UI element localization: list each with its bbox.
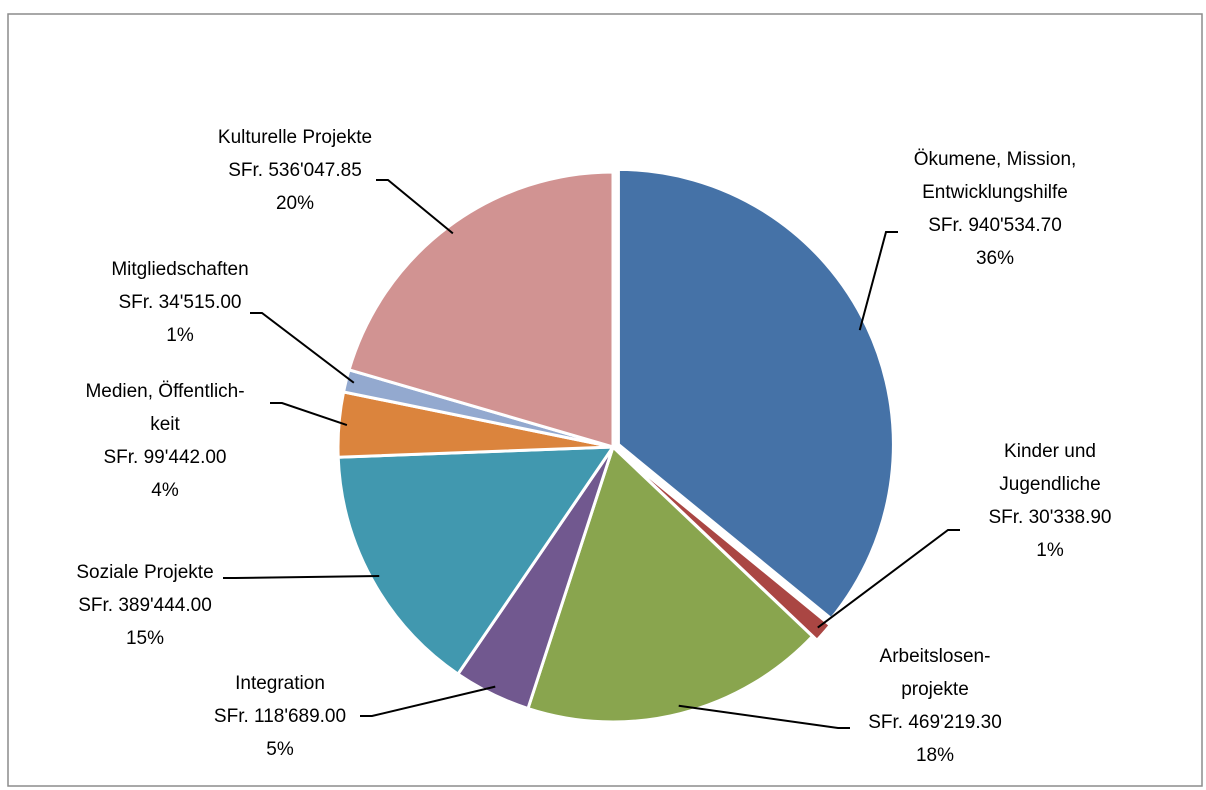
slice-label: Ökumene, Mission, — [914, 149, 1077, 170]
slice-label: Kulturelle Projekte — [218, 127, 372, 148]
percent-label: 18% — [916, 745, 954, 766]
leader-line — [360, 685, 496, 717]
leader-line — [858, 231, 898, 331]
leader-line — [678, 704, 850, 729]
value-label: SFr. 34'515.00 — [119, 292, 242, 313]
percent-label: 1% — [166, 325, 194, 346]
value-label: SFr. 536'047.85 — [228, 160, 362, 181]
leader-line — [817, 529, 960, 629]
slice-label: Mitgliedschaften — [111, 259, 248, 280]
slice-label: keit — [150, 414, 180, 435]
value-label: SFr. 940'534.70 — [928, 215, 1062, 236]
pie-slice — [526, 444, 815, 724]
percent-label: 4% — [151, 480, 179, 501]
slice-label: projekte — [901, 679, 969, 700]
percent-label: 5% — [266, 739, 294, 760]
pie-slice — [347, 170, 615, 450]
leader-line — [250, 312, 355, 384]
slice-label: Medien, Öffentlich- — [85, 381, 244, 402]
slice-label: Soziale Projekte — [76, 562, 213, 583]
leader-line — [270, 402, 348, 427]
value-label: SFr. 118'689.00 — [214, 706, 346, 727]
value-label: SFr. 30'338.90 — [989, 507, 1112, 528]
slice-label: Kinder und — [1004, 441, 1096, 462]
value-label: SFr. 469'219.30 — [868, 712, 1002, 733]
slice-label: Integration — [235, 673, 325, 694]
percent-label: 1% — [1036, 540, 1064, 561]
slice-label: Jugendliche — [999, 474, 1100, 495]
pie-slice — [616, 167, 895, 621]
percent-label: 20% — [276, 193, 314, 214]
chart-frame — [7, 13, 1203, 787]
leader-line — [376, 179, 454, 235]
percent-label: 36% — [976, 248, 1014, 269]
slice-label: Entwicklungshilfe — [922, 182, 1068, 203]
pie-slice — [616, 449, 833, 643]
percent-label: 15% — [126, 628, 164, 649]
leader-line — [223, 575, 380, 579]
pie-slice — [336, 445, 616, 677]
value-label: SFr. 389'444.00 — [78, 595, 212, 616]
slice-label: Arbeitslosen- — [880, 646, 991, 667]
value-label: SFr. 99'442.00 — [104, 447, 227, 468]
